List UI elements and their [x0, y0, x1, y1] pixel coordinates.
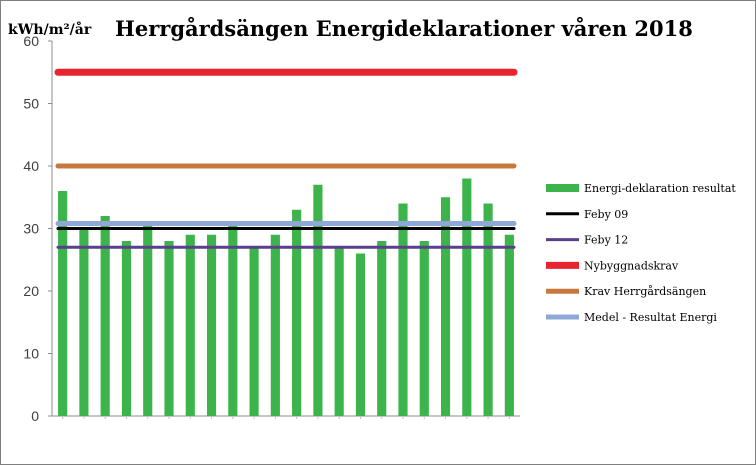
legend-swatch: [546, 184, 579, 192]
y-tick-label: 40: [23, 158, 39, 174]
legend-label: Nybyggnadskrav: [584, 259, 679, 272]
legend-label: Feby 09: [584, 208, 628, 221]
legend-label: Feby 12: [584, 234, 628, 247]
bar: [79, 228, 89, 416]
legend-label: Medel - Resultat Energi: [584, 311, 717, 324]
bar: [419, 241, 429, 416]
bar: [292, 209, 302, 416]
bar: [100, 216, 110, 416]
y-tick-label: 10: [23, 346, 39, 362]
bar: [483, 203, 493, 416]
y-tick-label: 0: [31, 408, 39, 424]
bar: [462, 178, 472, 416]
legend-label: Energi-deklaration resultat: [584, 182, 736, 195]
bar: [313, 184, 323, 416]
y-tick-label: 30: [23, 221, 39, 237]
chart-title: Herrgårdsängen Energideklarationer våren…: [115, 16, 693, 41]
bar: [164, 241, 174, 416]
bar: [206, 234, 217, 416]
bar: [249, 247, 259, 416]
bar: [440, 197, 451, 416]
bar: [377, 241, 387, 416]
bar: [121, 241, 132, 416]
bar: [504, 234, 514, 416]
bar: [228, 222, 238, 416]
bar: [334, 247, 344, 416]
bar: [355, 253, 366, 416]
y-tick-label: 50: [23, 96, 39, 112]
y-tick-label: 60: [23, 33, 39, 49]
bar: [270, 234, 280, 416]
bar: [58, 191, 68, 416]
bar: [398, 203, 408, 416]
bar: [143, 222, 153, 416]
y-tick-label: 20: [23, 283, 39, 299]
y-axis-unit-label: kWh/m²/år: [8, 20, 92, 38]
legend-label: Krav Herrgårdsängen: [584, 285, 706, 298]
bar: [185, 234, 195, 416]
